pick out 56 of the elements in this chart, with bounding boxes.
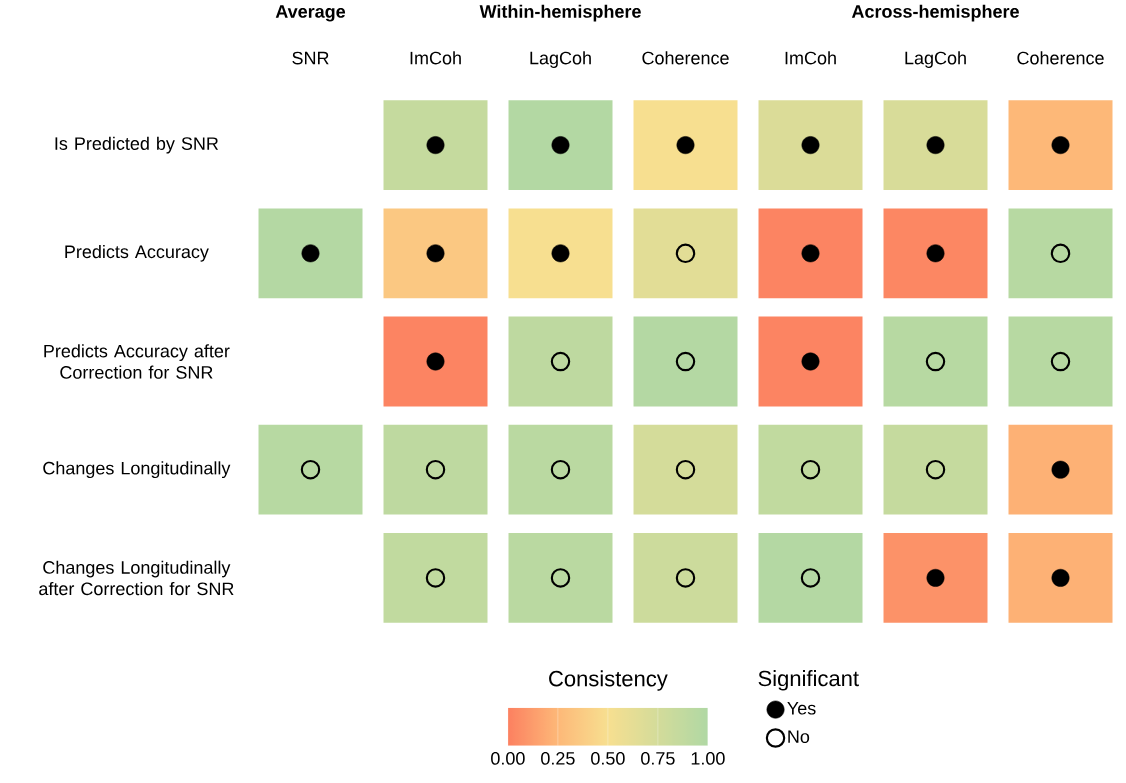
y-tick-label: Predicts Accuracy <box>65 244 209 262</box>
point <box>1050 351 1071 372</box>
point <box>425 568 446 588</box>
x-tick-label: LagCoh <box>530 51 591 68</box>
point <box>676 136 695 155</box>
x-tick-label: SNR <box>292 51 329 65</box>
point <box>300 459 321 480</box>
point <box>925 459 946 480</box>
point <box>926 568 945 587</box>
color-bar-label: 1.00 <box>691 752 725 765</box>
point <box>1051 136 1070 155</box>
x-tick-label: ImCoh <box>785 51 836 65</box>
point <box>800 568 821 588</box>
point <box>425 459 446 480</box>
color-bar-label: 0.75 <box>641 752 675 765</box>
point <box>1051 568 1070 587</box>
point <box>801 244 820 263</box>
y-tick-label: Changes Longitudinally <box>43 461 231 479</box>
x-tick-label: ImCoh <box>410 51 461 65</box>
color-bar-label: 0.50 <box>591 752 625 765</box>
point <box>301 244 320 263</box>
point <box>550 568 571 588</box>
point <box>926 244 945 263</box>
point <box>675 243 696 264</box>
y-tick-label: Changes Longitudinally after Correction for SNR <box>39 560 234 596</box>
text: Average <box>275 5 346 22</box>
point <box>675 568 696 588</box>
y-tick-label: Predicts Accuracy after Correction for SNR <box>44 344 230 379</box>
point <box>1050 243 1071 264</box>
point <box>426 136 445 155</box>
x-tick-label: Coherence <box>1017 51 1104 65</box>
x-tick-label: Coherence <box>642 51 729 65</box>
point <box>551 136 570 155</box>
point <box>801 136 820 155</box>
text: Across-hemisphere <box>851 4 1019 22</box>
color-bar-label: 0.25 <box>541 752 575 765</box>
legend-label: No <box>788 730 810 744</box>
color-bar-label: 0.00 <box>491 752 525 765</box>
point <box>551 244 570 263</box>
point <box>426 352 445 371</box>
point <box>926 136 945 155</box>
point <box>675 459 696 480</box>
point <box>800 459 821 480</box>
point <box>426 244 445 263</box>
point <box>925 351 946 372</box>
legend-title: Significant <box>758 670 859 691</box>
x-tick-label: LagCoh <box>905 51 966 68</box>
y-tick-label: Is Predicted by SNR <box>55 136 219 154</box>
point <box>1051 460 1070 479</box>
legend-label: Yes <box>787 702 816 715</box>
point <box>550 459 571 480</box>
text: Within-hemisphere <box>479 4 641 22</box>
point <box>801 352 820 371</box>
color-bar-title: Consistency <box>549 670 668 691</box>
point <box>550 351 571 372</box>
point <box>675 351 696 372</box>
